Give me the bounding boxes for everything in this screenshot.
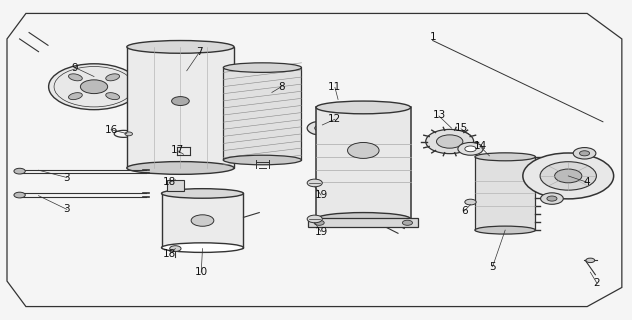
Bar bbox=[167, 180, 184, 191]
Ellipse shape bbox=[106, 92, 119, 100]
Circle shape bbox=[348, 142, 379, 158]
Circle shape bbox=[465, 146, 476, 152]
Text: 8: 8 bbox=[278, 82, 284, 92]
Ellipse shape bbox=[223, 155, 301, 165]
Ellipse shape bbox=[162, 189, 243, 198]
Text: 19: 19 bbox=[314, 227, 327, 237]
Circle shape bbox=[14, 192, 25, 198]
Ellipse shape bbox=[475, 153, 535, 161]
Circle shape bbox=[523, 153, 614, 199]
Circle shape bbox=[547, 196, 557, 201]
Text: 14: 14 bbox=[473, 141, 487, 151]
Circle shape bbox=[314, 220, 324, 225]
Circle shape bbox=[307, 215, 322, 223]
Ellipse shape bbox=[68, 74, 82, 81]
Ellipse shape bbox=[316, 212, 411, 225]
Ellipse shape bbox=[316, 101, 411, 114]
Text: 17: 17 bbox=[171, 146, 184, 156]
Circle shape bbox=[458, 142, 483, 155]
Circle shape bbox=[172, 97, 189, 106]
Text: 10: 10 bbox=[195, 267, 208, 277]
Text: 12: 12 bbox=[328, 114, 341, 124]
Circle shape bbox=[580, 151, 590, 156]
Bar bbox=[223, 68, 301, 160]
Circle shape bbox=[49, 64, 140, 110]
Circle shape bbox=[465, 199, 476, 205]
Circle shape bbox=[14, 168, 25, 174]
Circle shape bbox=[540, 162, 597, 190]
Ellipse shape bbox=[106, 74, 119, 81]
Circle shape bbox=[307, 179, 322, 187]
Text: 18: 18 bbox=[163, 249, 176, 259]
Text: 15: 15 bbox=[454, 123, 468, 133]
Text: 9: 9 bbox=[72, 63, 78, 73]
Ellipse shape bbox=[68, 92, 82, 100]
Circle shape bbox=[540, 193, 563, 204]
Circle shape bbox=[191, 215, 214, 226]
Circle shape bbox=[125, 132, 133, 136]
Text: 1: 1 bbox=[429, 32, 436, 42]
Text: 2: 2 bbox=[593, 278, 600, 288]
Circle shape bbox=[555, 169, 582, 183]
Circle shape bbox=[437, 135, 463, 148]
Ellipse shape bbox=[127, 162, 234, 174]
Circle shape bbox=[307, 121, 335, 135]
Circle shape bbox=[315, 125, 327, 131]
Ellipse shape bbox=[223, 63, 301, 72]
Text: 19: 19 bbox=[314, 190, 327, 200]
Circle shape bbox=[573, 148, 596, 159]
Text: 7: 7 bbox=[196, 47, 203, 57]
Bar bbox=[475, 157, 535, 230]
Text: 3: 3 bbox=[64, 172, 70, 182]
Ellipse shape bbox=[162, 243, 243, 252]
Circle shape bbox=[426, 129, 473, 154]
Circle shape bbox=[403, 220, 413, 225]
Text: 16: 16 bbox=[104, 125, 118, 135]
Bar bbox=[308, 218, 418, 227]
Bar bbox=[316, 108, 411, 219]
Ellipse shape bbox=[475, 226, 535, 234]
Ellipse shape bbox=[127, 41, 234, 53]
Text: 6: 6 bbox=[461, 206, 468, 216]
Circle shape bbox=[80, 80, 107, 94]
Text: 18: 18 bbox=[163, 177, 176, 187]
Circle shape bbox=[170, 246, 181, 252]
Circle shape bbox=[586, 258, 595, 263]
Text: 4: 4 bbox=[584, 177, 590, 187]
Text: 3: 3 bbox=[64, 204, 70, 214]
Bar bbox=[162, 194, 243, 248]
Bar bbox=[127, 47, 234, 168]
Text: 5: 5 bbox=[489, 262, 496, 272]
Text: 11: 11 bbox=[328, 82, 341, 92]
Text: 13: 13 bbox=[432, 110, 446, 120]
